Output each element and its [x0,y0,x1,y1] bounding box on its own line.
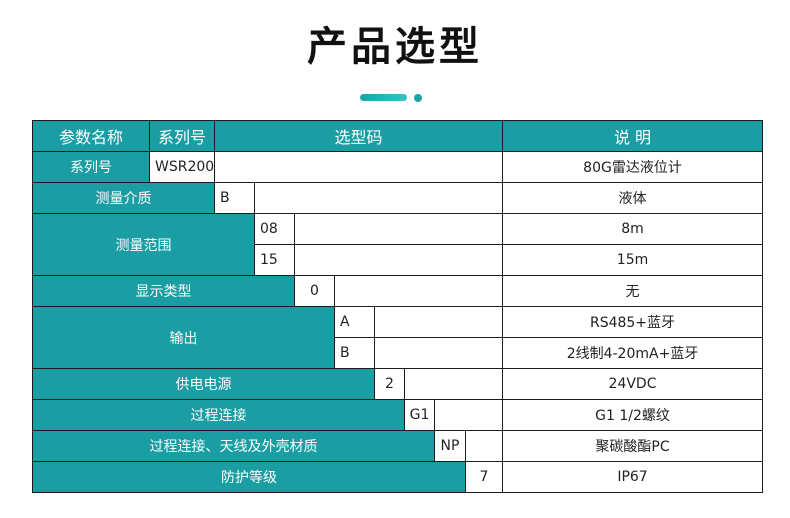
empty-cell [293,244,504,276]
code-cell: 7 [464,461,504,493]
header-param-name: 参数名称 [32,120,150,152]
empty-cell [373,337,504,369]
code-cell: WSR200 [149,151,215,183]
description-cell: 8m [502,213,764,245]
param-cell: 系列号 [32,151,150,183]
description-cell: 2线制4-20mA+蓝牙 [502,337,764,369]
empty-cell [433,399,504,431]
header-description: 说 明 [502,120,764,152]
code-cell: 0 [294,275,335,307]
description-cell: 80G雷达液位计 [502,151,764,183]
empty-cell [253,182,504,214]
code-cell: 2 [374,368,405,400]
description-cell: 15m [502,244,764,276]
param-cell: 显示类型 [32,275,295,307]
code-cell: NP [434,430,466,462]
param-cell: 防护等级 [32,461,466,493]
empty-cell [403,368,504,400]
title-divider-bar [360,94,407,101]
description-cell: IP67 [502,461,764,493]
table-row: 过程连接、天线及外壳材质 NP 聚碳酸酯PC [32,430,764,462]
code-cell: 08 [254,213,295,245]
param-cell: 供电电源 [32,368,375,400]
table-row: 测量介质 B 液体 [32,182,764,214]
param-cell: 过程连接 [32,399,405,431]
code-cell: A [334,306,375,338]
table-row: 15 15m [33,244,764,276]
page-title: 产品选型 [307,24,483,70]
title-divider-dot [414,94,422,102]
empty-cell [464,430,504,462]
empty-cell [373,306,504,338]
param-cell: 测量范围 [32,213,255,276]
code-cell: B [214,182,255,214]
empty-cell [213,151,504,183]
product-selection-table: 参数名称 系列号 选型码 说 明 系列号 WSR200 80G雷达液位计 测量介… [32,120,764,493]
code-cell: B [334,337,375,369]
table-row: 显示类型 0 无 [32,275,764,307]
description-cell: 24VDC [502,368,764,400]
table-row: 防护等级 7 IP67 [32,461,764,493]
description-cell: 聚碳酸酯PC [502,430,764,462]
param-cell: 过程连接、天线及外壳材质 [32,430,435,462]
description-cell: RS485+蓝牙 [502,306,764,338]
empty-cell [293,213,504,245]
description-cell: 无 [502,275,764,307]
table-row: 过程连接 G1 G1 1/2螺纹 [32,399,764,431]
code-cell: G1 [404,399,435,431]
table-row: 输出 A RS485+蓝牙 [32,306,764,369]
param-cell: 测量介质 [32,182,215,214]
header-series-no: 系列号 [149,120,215,152]
table-row: 供电电源 2 24VDC [32,368,764,400]
table-row: 系列号 WSR200 80G雷达液位计 [32,151,764,183]
table-header-row: 参数名称 系列号 选型码 说 明 [32,120,764,152]
table-row: 测量范围 08 8m [32,213,764,276]
header-code: 选型码 [213,120,504,152]
description-cell: G1 1/2螺纹 [502,399,764,431]
description-cell: 液体 [502,182,764,214]
empty-cell [333,275,504,307]
param-cell: 输出 [32,306,335,369]
code-cell: 15 [254,244,295,276]
table-row: B 2线制4-20mA+蓝牙 [33,337,764,369]
